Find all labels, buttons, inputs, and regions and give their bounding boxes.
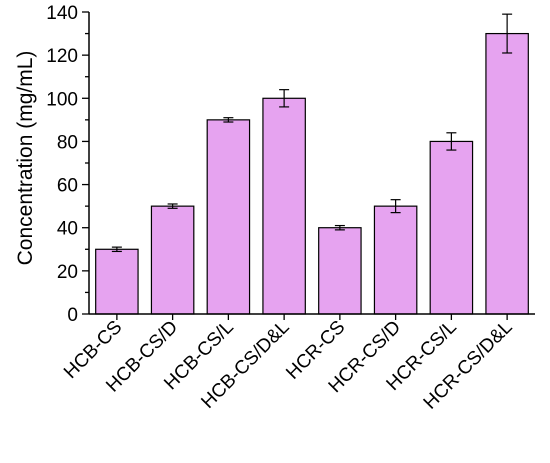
bar [485, 32, 529, 315]
y-tick-label: 140 [46, 3, 78, 24]
y-axis-title: Concentration (mg/mL) [14, 51, 37, 266]
y-tick-label: 120 [46, 46, 78, 67]
bar [206, 119, 251, 315]
y-tick-label: 0 [67, 305, 78, 326]
bar [373, 205, 418, 315]
y-tick-label: 40 [57, 219, 78, 240]
bar [318, 227, 362, 315]
bar [95, 248, 139, 315]
bar [262, 97, 306, 315]
bar [429, 140, 474, 315]
bar [150, 205, 195, 315]
y-tick-label: 20 [57, 262, 78, 283]
y-tick-label: 80 [57, 132, 78, 153]
plot-area: 020406080100120140HCB-CSHCB-CS/DHCB-CS/L… [46, 3, 535, 414]
y-tick-label: 100 [46, 89, 78, 110]
y-tick-label: 60 [57, 176, 78, 197]
